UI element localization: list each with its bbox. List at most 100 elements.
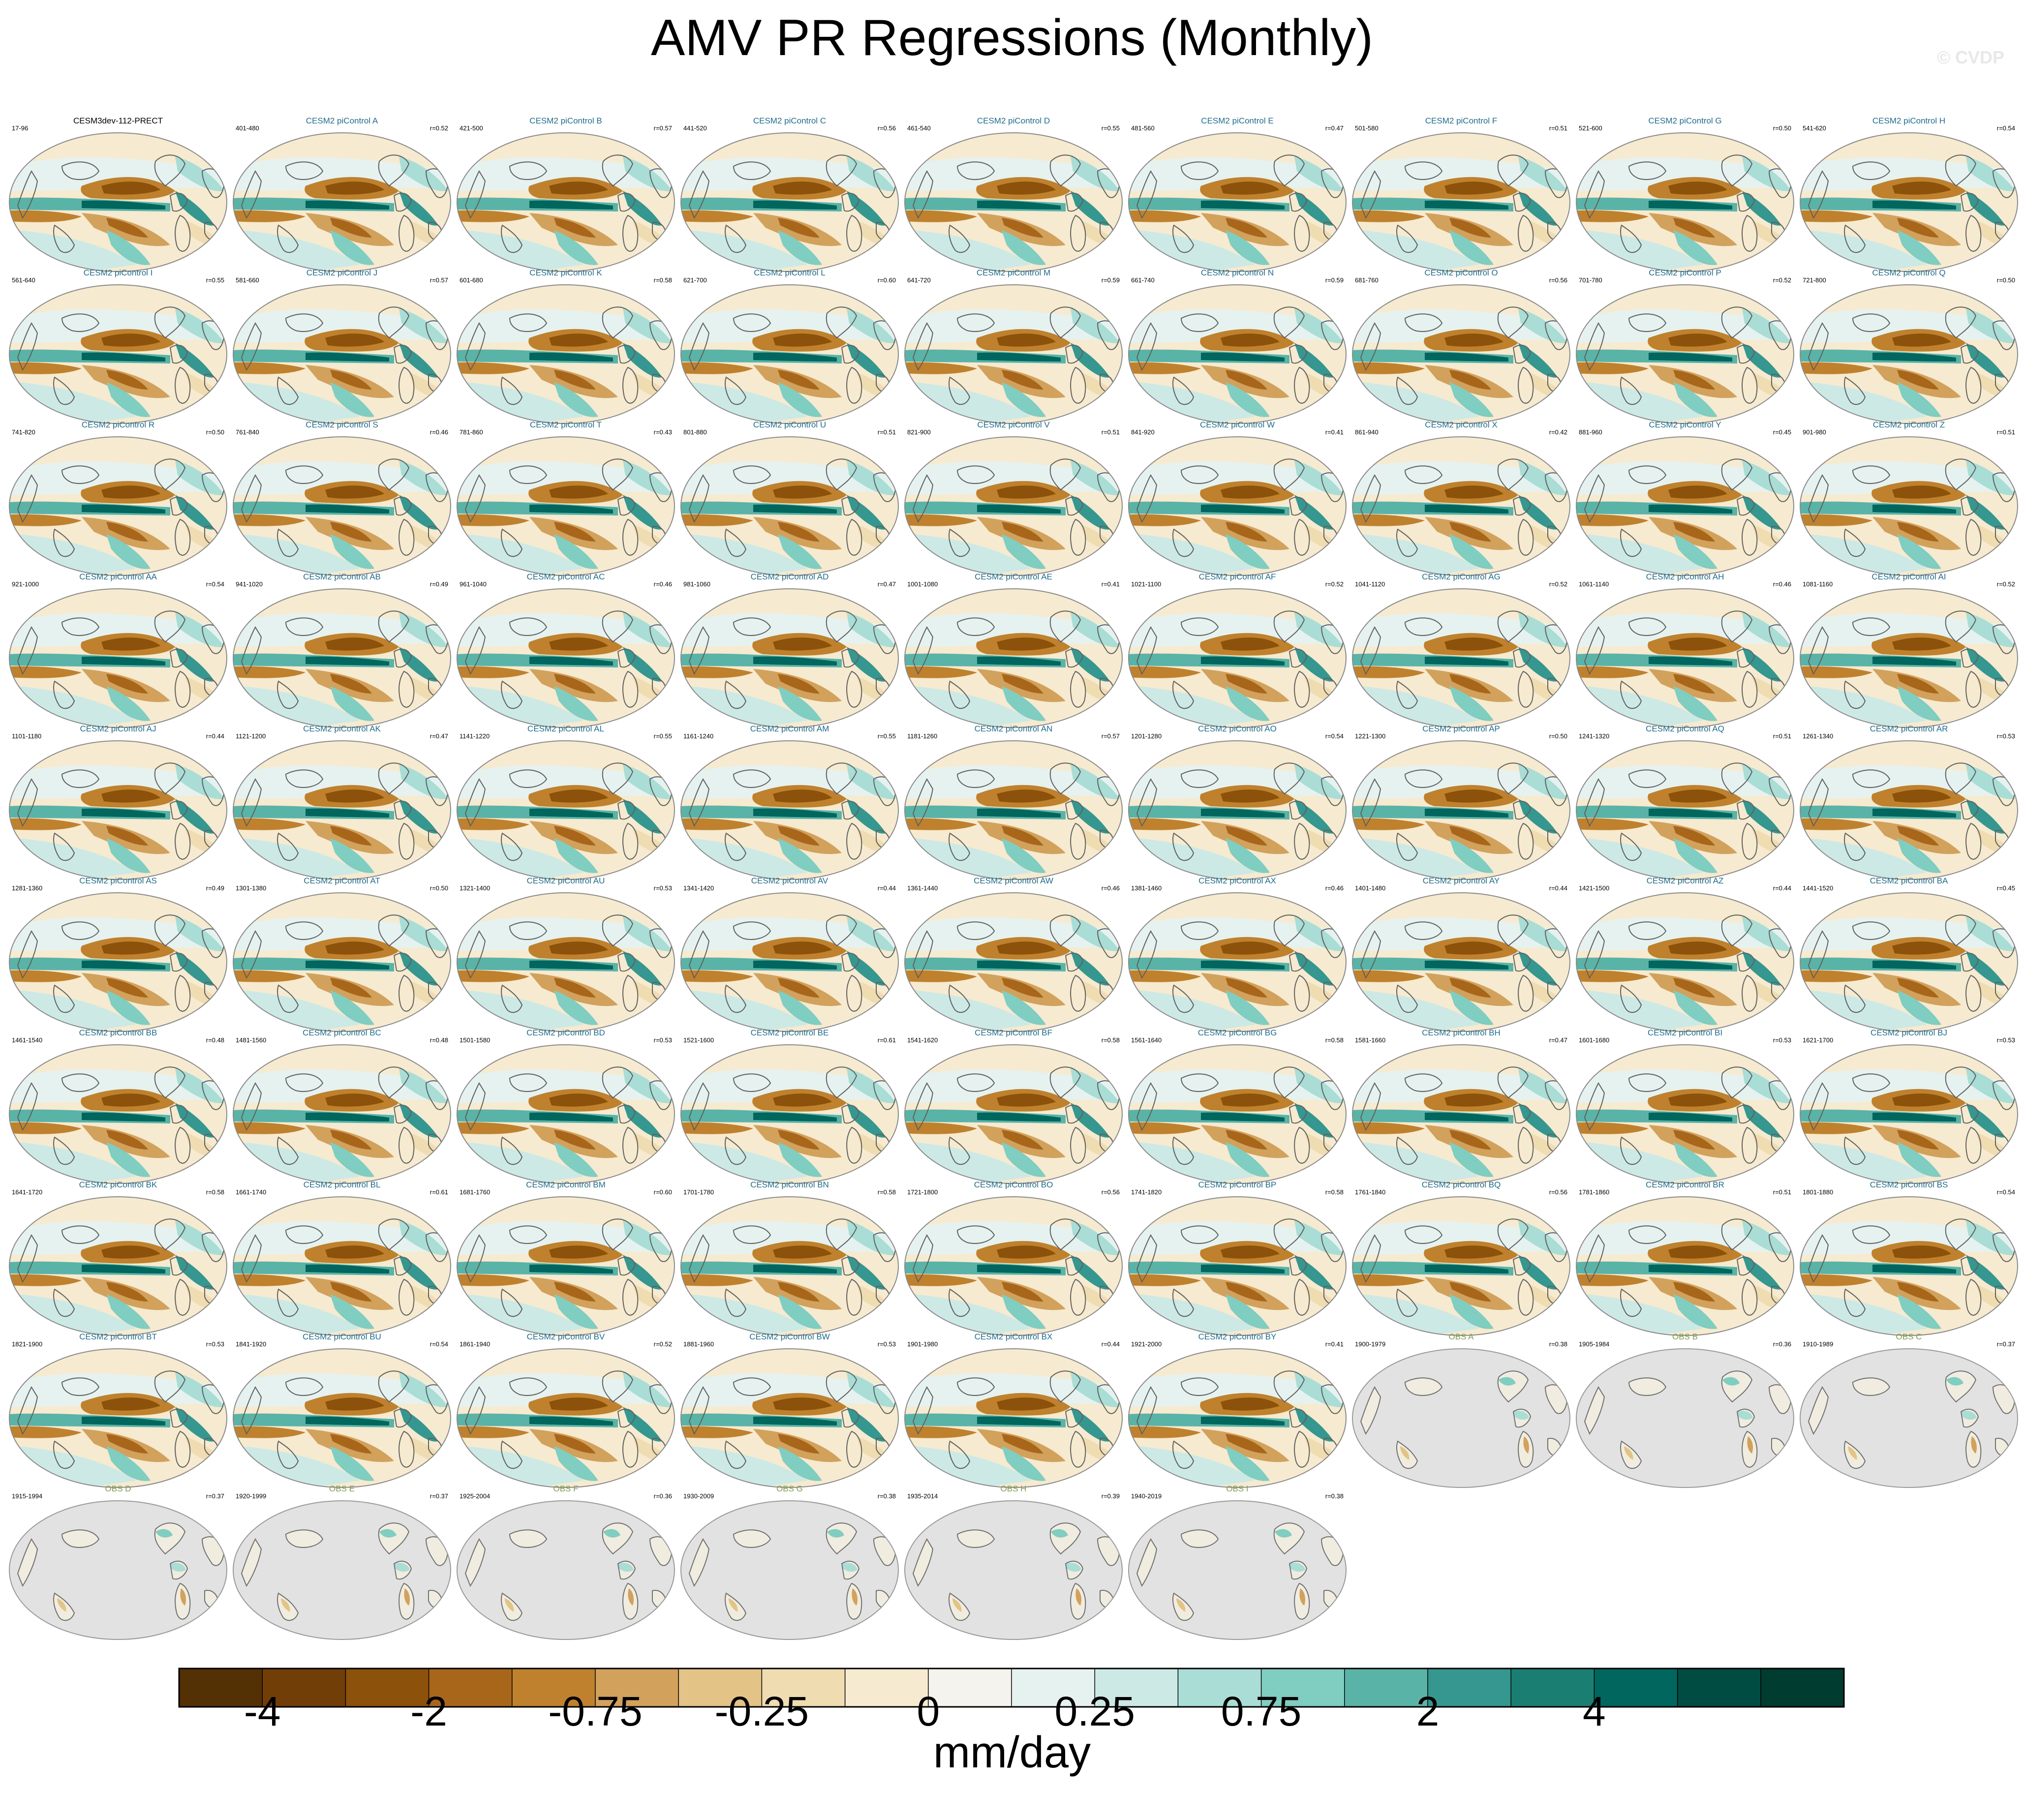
panel-title: CESM2 piControl BY	[1198, 1332, 1277, 1341]
panel-years: 1021-1100	[1131, 580, 1162, 588]
panel-map	[1575, 588, 1795, 728]
panel-correlation: r=0.44	[1773, 884, 1791, 892]
panel-map	[903, 1348, 1124, 1488]
panel-map	[903, 1196, 1124, 1336]
panel-correlation: r=0.49	[206, 884, 224, 892]
panel-correlation: r=0.53	[1773, 1036, 1791, 1044]
panel-map	[232, 132, 452, 273]
colorbar-tick-label: 0.25	[1054, 1688, 1135, 1727]
panel-correlation: r=0.46	[429, 428, 448, 436]
map-panel: CESM2 piControl BS 1801-1880 r=0.54	[1799, 1180, 2019, 1336]
panel-title: CESM2 piControl BB	[79, 1028, 157, 1037]
panel-map	[1575, 436, 1795, 576]
colorbar-box	[1760, 1668, 1844, 1707]
map-panel: CESM2 piControl AB 941-1020 r=0.49	[232, 572, 452, 728]
colorbar-box	[429, 1668, 513, 1707]
panel-map	[232, 892, 452, 1032]
panel-correlation: r=0.59	[1101, 276, 1120, 284]
panel-map	[903, 1500, 1124, 1640]
panel-years: 1621-1700	[1803, 1036, 1834, 1044]
panel-map	[1575, 892, 1795, 1032]
map-panel: CESM2 piControl AU 1321-1400 r=0.53	[456, 876, 676, 1032]
map-panel: CESM2 piControl BW 1881-1960 r=0.53	[679, 1332, 900, 1488]
panel-correlation: r=0.50	[1549, 732, 1567, 740]
panel-years: 1920-1999	[236, 1492, 267, 1500]
panel-title: CESM2 piControl AV	[751, 876, 828, 885]
panel-years: 1521-1600	[683, 1036, 714, 1044]
panel-map	[8, 1196, 228, 1336]
colorbar-box	[595, 1668, 679, 1707]
map-panel: CESM2 piControl BK 1641-1720 r=0.58	[8, 1180, 228, 1336]
map-panel: CESM2 piControl BY 1921-2000 r=0.41	[1127, 1332, 1348, 1488]
panel-years: 1041-1120	[1355, 580, 1385, 588]
panel-map	[8, 588, 228, 728]
panel-title: CESM2 piControl AS	[79, 876, 157, 885]
panel-correlation: r=0.58	[877, 1188, 896, 1196]
panel-map	[679, 1500, 900, 1640]
panel-years: 1781-1860	[1579, 1188, 1610, 1196]
map-panel: OBS C 1910-1989 r=0.37	[1799, 1332, 2019, 1488]
panel-years: 1421-1500	[1579, 884, 1610, 892]
panel-years: 1841-1920	[236, 1340, 267, 1348]
panel-years: 1661-1740	[236, 1188, 267, 1196]
panel-map	[1351, 892, 1571, 1032]
panel-years: 1900-1979	[1355, 1340, 1386, 1348]
panel-map	[679, 740, 900, 880]
map-panel: CESM2 piControl BP 1741-1820 r=0.58	[1127, 1180, 1348, 1336]
panel-correlation: r=0.41	[1101, 580, 1120, 588]
panel-correlation: r=0.46	[1325, 884, 1344, 892]
map-panel: OBS A 1900-1979 r=0.38	[1351, 1332, 1571, 1488]
panel-map	[1799, 1348, 2019, 1488]
panel-title: CESM2 piControl BP	[1198, 1180, 1277, 1189]
panel-years: 1905-1984	[1579, 1340, 1610, 1348]
panel-correlation: r=0.45	[1773, 428, 1791, 436]
panel-correlation: r=0.57	[1101, 732, 1120, 740]
colorbar-box	[1344, 1668, 1428, 1707]
panel-correlation: r=0.52	[429, 124, 448, 132]
panel-title: CESM2 piControl O	[1424, 268, 1498, 277]
map-panel: CESM2 piControl AJ 1101-1180 r=0.44	[8, 724, 228, 880]
panel-map	[1127, 1044, 1348, 1184]
map-panel: CESM2 piControl AV 1341-1420 r=0.44	[679, 876, 900, 1032]
panel-correlation: r=0.47	[1325, 124, 1344, 132]
panel-map	[1351, 436, 1571, 576]
panel-title: CESM2 piControl M	[976, 268, 1051, 277]
panel-map	[232, 1196, 452, 1336]
panel-title: CESM2 piControl BV	[526, 1332, 605, 1341]
panel-title: OBS H	[1000, 1484, 1027, 1493]
panel-title: CESM2 piControl AN	[974, 724, 1053, 733]
panel-correlation: r=0.55	[877, 732, 896, 740]
panel-title: CESM2 piControl X	[1425, 420, 1498, 429]
panel-title: CESM2 piControl BR	[1646, 1180, 1724, 1189]
colorbar-tick-label: 4	[1583, 1688, 1606, 1727]
panel-title: CESM2 piControl J	[306, 268, 378, 277]
panel-map	[1127, 1196, 1348, 1336]
panel-years: 1921-2000	[1131, 1340, 1162, 1348]
panel-map	[8, 284, 228, 425]
panel-map	[679, 436, 900, 576]
map-panel: CESM2 piControl AO 1201-1280 r=0.54	[1127, 724, 1348, 880]
panel-correlation: r=0.56	[1549, 1188, 1567, 1196]
panel-correlation: r=0.53	[206, 1340, 224, 1348]
map-panel: CESM2 piControl P 701-780 r=0.52	[1575, 268, 1795, 425]
panel-map	[456, 132, 676, 273]
panel-correlation: r=0.51	[1996, 428, 2015, 436]
panel-years: 1701-1780	[683, 1188, 714, 1196]
panel-years: 961-1040	[460, 580, 487, 588]
map-panel: OBS B 1905-1984 r=0.36	[1575, 1332, 1795, 1488]
panel-map	[1799, 132, 2019, 273]
colorbar-tick-label: 0	[917, 1688, 940, 1727]
panel-correlation: r=0.56	[1101, 1188, 1120, 1196]
panel-title: CESM2 piControl BD	[526, 1028, 605, 1037]
panel-title: CESM2 piControl BO	[974, 1180, 1053, 1189]
panel-correlation: r=0.55	[653, 732, 672, 740]
panel-map	[1351, 132, 1571, 273]
panel-correlation: r=0.51	[877, 428, 896, 436]
panel-title: CESM2 piControl AC	[526, 572, 605, 581]
colorbar-box	[845, 1668, 929, 1707]
panel-correlation: r=0.37	[1996, 1340, 2015, 1348]
map-panel: CESM2 piControl AT 1301-1380 r=0.50	[232, 876, 452, 1032]
panel-correlation: r=0.60	[653, 1188, 672, 1196]
map-panel: CESM2 piControl AX 1381-1460 r=0.46	[1127, 876, 1348, 1032]
panel-map	[1351, 284, 1571, 425]
